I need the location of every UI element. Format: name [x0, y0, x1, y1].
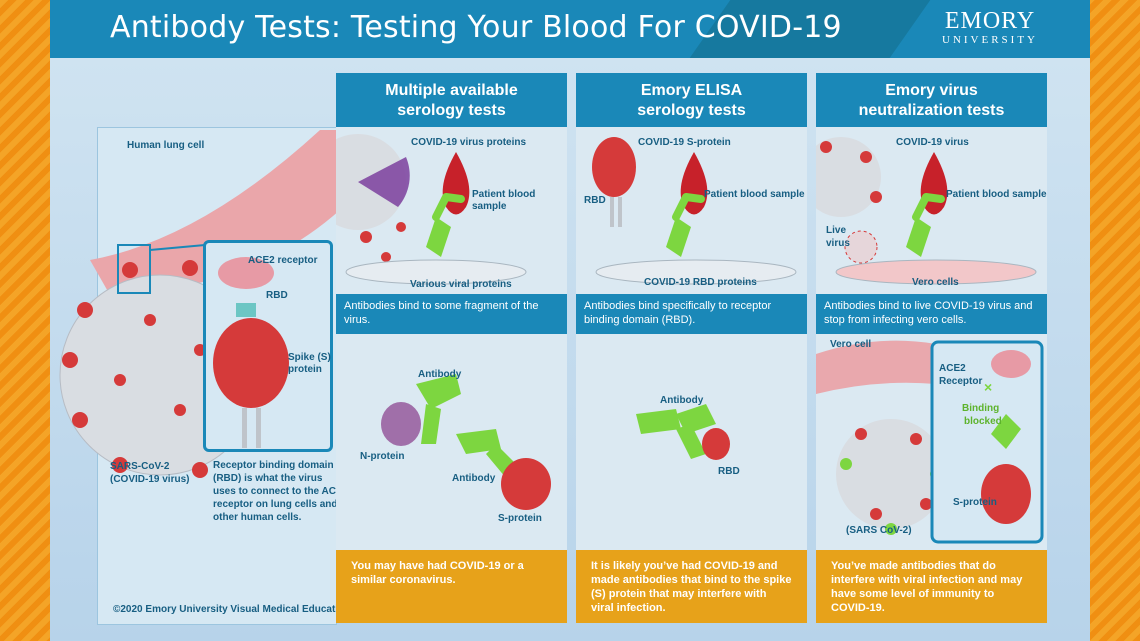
col3-label-ace2-1: ACE2 [939, 363, 966, 374]
column-1-binding-art [381, 374, 551, 510]
copyright: ©2020 Emory University Visual Medical Ed… [113, 604, 351, 615]
rbd-desc-1: Receptor binding domain [213, 460, 334, 471]
column-2-test-art [592, 137, 797, 285]
column-2-title-2: serology tests [637, 102, 746, 119]
col1-label-proteins: COVID-19 virus proteins [411, 137, 527, 148]
label-rbd: RBD [266, 290, 288, 301]
label-spike-1: Spike (S) [288, 352, 331, 363]
col3-label-live-2: virus [826, 238, 850, 249]
column-neutralization-tests: Emory virus neutralization tests COVID-1… [816, 73, 1047, 623]
page-title: Antibody Tests: Testing Your Blood For C… [110, 10, 842, 45]
column-3-result: You’ve made antibodies that do interfere… [816, 550, 1047, 623]
col2-label-plate: COVID-19 RBD proteins [644, 277, 757, 288]
col2-label-rbd: RBD [584, 195, 606, 206]
col3-label-blood: Patient blood sample [946, 189, 1047, 200]
rbd-desc-2: (RBD) is what the virus [213, 473, 323, 484]
label-virus-2: (COVID-19 virus) [110, 474, 190, 485]
column-1-title-2: serology tests [397, 102, 506, 119]
label-virus-1: SARS-CoV-2 [110, 461, 170, 472]
col3-label-live-1: Live [826, 225, 847, 236]
column-3-title-1: Emory virus [885, 82, 978, 99]
col1-label-antibody-1: Antibody [418, 369, 462, 380]
column-1-test-art [336, 134, 527, 285]
logo-line2: UNIVERSITY [942, 34, 1038, 46]
column-3-title-2: neutralization tests [858, 102, 1005, 119]
col1-label-plate: Various viral proteins [410, 279, 512, 290]
column-3-band: Antibodies bind to live COVID-19 virus a… [816, 294, 1047, 334]
col2-label-blood: Patient blood sample [704, 189, 805, 200]
col3-label-blocked-2: blocked [964, 416, 1002, 427]
column-multiple-tests: Multiple available serology tests COVID-… [336, 73, 567, 623]
col2-label-antibody: Antibody [660, 395, 704, 406]
title-bar: Antibody Tests: Testing Your Blood For C… [50, 0, 1090, 58]
col1-label-blood: Patient blood sample [472, 189, 536, 212]
label-ace2: ACE2 receptor [248, 255, 318, 266]
rbd-desc-3: uses to connect to the ACE2 [213, 486, 349, 497]
logo-line1: EMORY [944, 8, 1036, 34]
zoom-box [117, 244, 151, 294]
column-2-band: Antibodies bind specifically to receptor… [576, 294, 807, 334]
col3-label-ace2-2: Receptor [939, 376, 983, 387]
column-2-title-1: Emory ELISA [640, 82, 743, 99]
label-spike-2: protein [288, 364, 322, 375]
column-1-result: You may have had COVID-19 or a similar c… [336, 550, 567, 623]
col1-label-nprotein: N-protein [360, 451, 405, 462]
col1-label-sprotein: S-protein [498, 513, 542, 524]
rbd-desc-5: other human cells. [213, 512, 302, 523]
svg-text:×: × [984, 379, 992, 395]
column-3-test-art [816, 137, 1037, 285]
spike-protein-shape [213, 318, 289, 408]
col1-label-antibody-2: Antibody [452, 473, 496, 484]
ace2-receptor-shape [218, 257, 274, 289]
column-1-head: Multiple available serology tests [336, 73, 567, 127]
col3-label-sars: (SARS CoV-2) [846, 525, 912, 536]
column-1-title-1: Multiple available [385, 82, 518, 99]
label-human-lung-cell: Human lung cell [127, 140, 205, 151]
col3-label-blocked-1: Binding [962, 403, 1000, 414]
col2-label-sprotein: COVID-19 S-protein [638, 137, 731, 148]
rbd-shape [236, 303, 256, 317]
col3-label-plate: Vero cells [912, 277, 959, 288]
column-elisa-tests: Emory ELISA serology tests COVID-19 S-pr… [576, 73, 807, 623]
emory-logo: EMORY UNIVERSITY [942, 8, 1038, 46]
col2-label-rbd-lower: RBD [718, 466, 740, 477]
spike-inset [203, 240, 333, 452]
lung-cell-shape [90, 130, 340, 295]
column-2-head: Emory ELISA serology tests [576, 73, 807, 127]
column-3-head: Emory virus neutralization tests [816, 73, 1047, 127]
column-3-binding-art: × [816, 340, 1044, 544]
col3-label-vero: Vero cell [830, 339, 872, 350]
blood-drop-icon [442, 152, 470, 215]
col3-label-virus: COVID-19 virus [896, 137, 969, 148]
column-2-result: It is likely you’ve had COVID-19 and mad… [576, 550, 807, 623]
column-2-binding-art [636, 404, 730, 460]
col3-label-sprotein: S-protein [953, 497, 997, 508]
rbd-desc-4: receptor on lung cells and [213, 499, 338, 510]
column-1-band: Antibodies bind to some fragment of the … [336, 294, 567, 334]
